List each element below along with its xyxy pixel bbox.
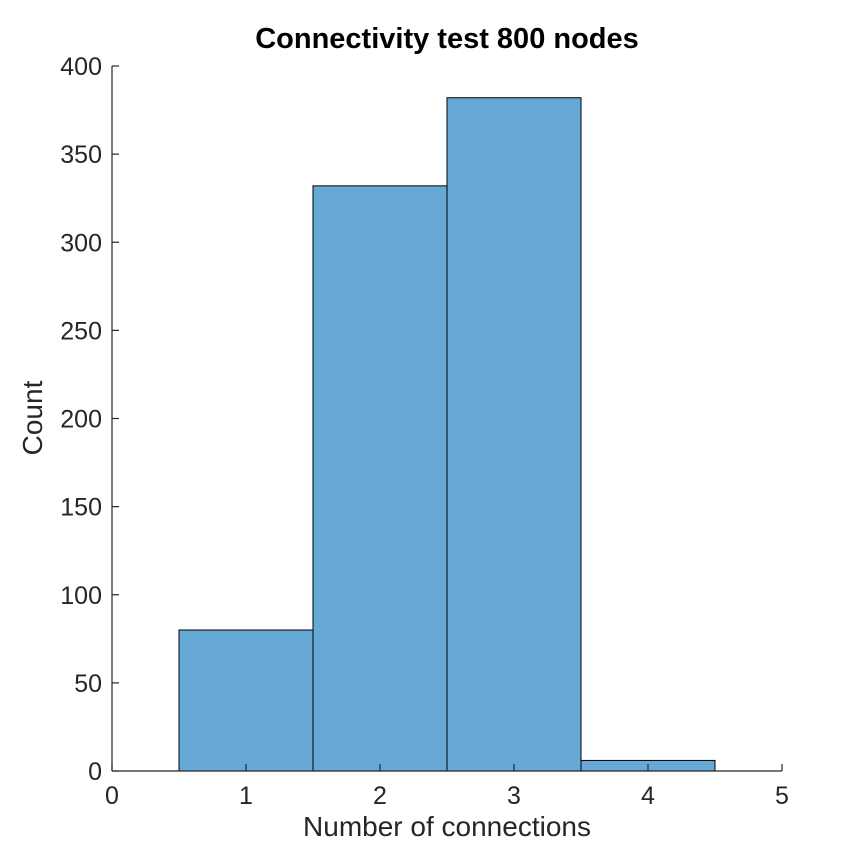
y-tick-label: 50 (74, 670, 102, 698)
histogram-bar-2 (312, 185, 448, 772)
y-tick-label: 400 (60, 53, 102, 81)
y-tick-label: 0 (88, 758, 102, 786)
y-tick-label: 350 (60, 141, 102, 169)
y-tick-label: 150 (60, 494, 102, 522)
x-tick-label: 2 (373, 782, 387, 810)
chart-title: Connectivity test 800 nodes (255, 23, 639, 55)
y-tick-label: 300 (60, 229, 102, 257)
y-tick-label: 250 (60, 317, 102, 345)
x-tick-label: 5 (775, 782, 789, 810)
y-tick-labels: 0 50 100 150 200 250 300 350 400 (60, 53, 119, 786)
histogram-bar-3 (446, 97, 582, 772)
x-tick-label: 1 (239, 782, 253, 810)
y-tick-label: 200 (60, 406, 102, 434)
bars-group (178, 97, 716, 772)
y-tick-label: 100 (60, 582, 102, 610)
x-tick-labels: 0 1 2 3 4 5 (105, 764, 789, 810)
histogram-bar-1 (178, 629, 314, 772)
y-axis-label: Count (17, 380, 48, 455)
x-axis-label: Number of connections (303, 811, 591, 842)
x-tick-label: 3 (507, 782, 521, 810)
x-tick-label: 4 (641, 782, 655, 810)
x-tick-label: 0 (105, 782, 119, 810)
